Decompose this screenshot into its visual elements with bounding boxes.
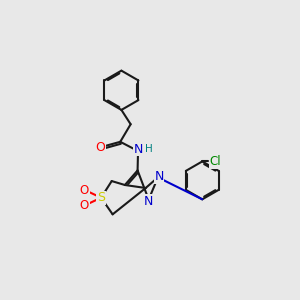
Text: Cl: Cl (209, 155, 221, 168)
Text: O: O (80, 199, 89, 212)
Text: N: N (143, 195, 153, 208)
Text: H: H (145, 144, 153, 154)
Text: O: O (80, 184, 89, 197)
Text: O: O (95, 141, 105, 154)
Text: N: N (134, 143, 143, 156)
Text: N: N (154, 170, 164, 183)
Text: S: S (97, 191, 105, 204)
